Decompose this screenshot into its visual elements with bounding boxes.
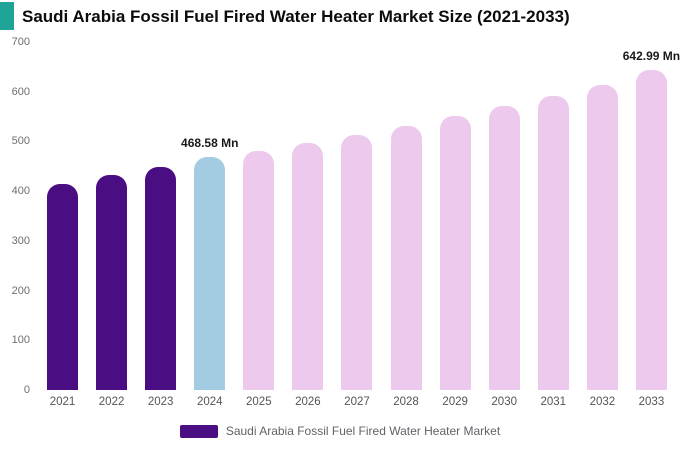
bar: [243, 151, 275, 390]
y-tick-label: 500: [11, 135, 30, 148]
bar-column: [87, 42, 136, 390]
bar-column: [578, 42, 627, 390]
bar-column: [136, 42, 185, 390]
x-tick-label: 2027: [344, 396, 370, 408]
x-tick-label: 2032: [589, 396, 616, 408]
chart-title: Saudi Arabia Fossil Fuel Fired Water Hea…: [22, 7, 570, 26]
y-axis: 0 100 200 300 400 500 600 700: [0, 36, 32, 396]
bar-column: [480, 42, 529, 390]
bar: [194, 157, 226, 390]
y-tick-label: 700: [11, 36, 30, 48]
bar: [341, 134, 373, 390]
bar-column: [234, 42, 283, 390]
y-tick-label: 0: [23, 384, 30, 396]
y-tick-label: 100: [11, 334, 30, 347]
bar: [439, 116, 471, 390]
x-tick-label: 2030: [491, 396, 517, 408]
x-tick-label: 2026: [295, 396, 321, 408]
bar: [96, 175, 128, 390]
bar-column: [283, 42, 332, 390]
bar-column: [382, 42, 431, 390]
y-tick-label: 300: [11, 234, 30, 247]
x-tick-label: 2031: [540, 396, 567, 408]
x-tick-label: 2023: [147, 396, 174, 408]
bar: [145, 167, 177, 390]
y-tick-label: 600: [11, 85, 30, 98]
x-tick-label: 2028: [393, 396, 419, 408]
x-tick-label: 2033: [638, 396, 665, 408]
legend-swatch: [179, 424, 218, 438]
bar: [47, 183, 78, 390]
y-tick-label: 400: [11, 185, 30, 198]
bar-column: 642.99 Mn: [623, 42, 680, 390]
y-tick-label: 200: [11, 284, 30, 297]
bar-column: [38, 42, 87, 390]
x-axis: 2021 2022 2023 2024 2025 2026 2027 2028 2029 2030…: [38, 396, 676, 408]
x-tick-label: 2029: [442, 396, 468, 408]
bar-column: [431, 42, 480, 390]
bar: [292, 143, 324, 390]
title-accent-bar: [0, 2, 14, 30]
bar-column: [332, 42, 381, 390]
bar: [390, 126, 422, 390]
bar: [488, 106, 520, 390]
bar: [586, 84, 618, 390]
bar-column: 468.58 Mn: [181, 42, 238, 390]
bar-column: [529, 42, 578, 390]
bar: [635, 70, 667, 390]
legend: Saudi Arabia Fossil Fuel Fired Water Hea…: [0, 424, 680, 438]
bar-value-label: 642.99 Mn: [622, 49, 680, 64]
bar-chart: 0 100 200 300 400 500 600 700 468.58 Mn 642.99 M…: [0, 36, 680, 396]
x-tick-label: 2025: [246, 396, 272, 408]
x-tick-label: 2021: [49, 396, 76, 408]
bar: [537, 96, 569, 390]
plot-area: 468.58 Mn 642.99 Mn: [38, 42, 680, 390]
bar-value-label: 468.58 Mn: [181, 136, 239, 151]
legend-label: Saudi Arabia Fossil Fuel Fired Water Hea…: [225, 424, 501, 438]
x-tick-label: 2022: [98, 396, 125, 408]
x-tick-label: 2024: [196, 396, 223, 408]
